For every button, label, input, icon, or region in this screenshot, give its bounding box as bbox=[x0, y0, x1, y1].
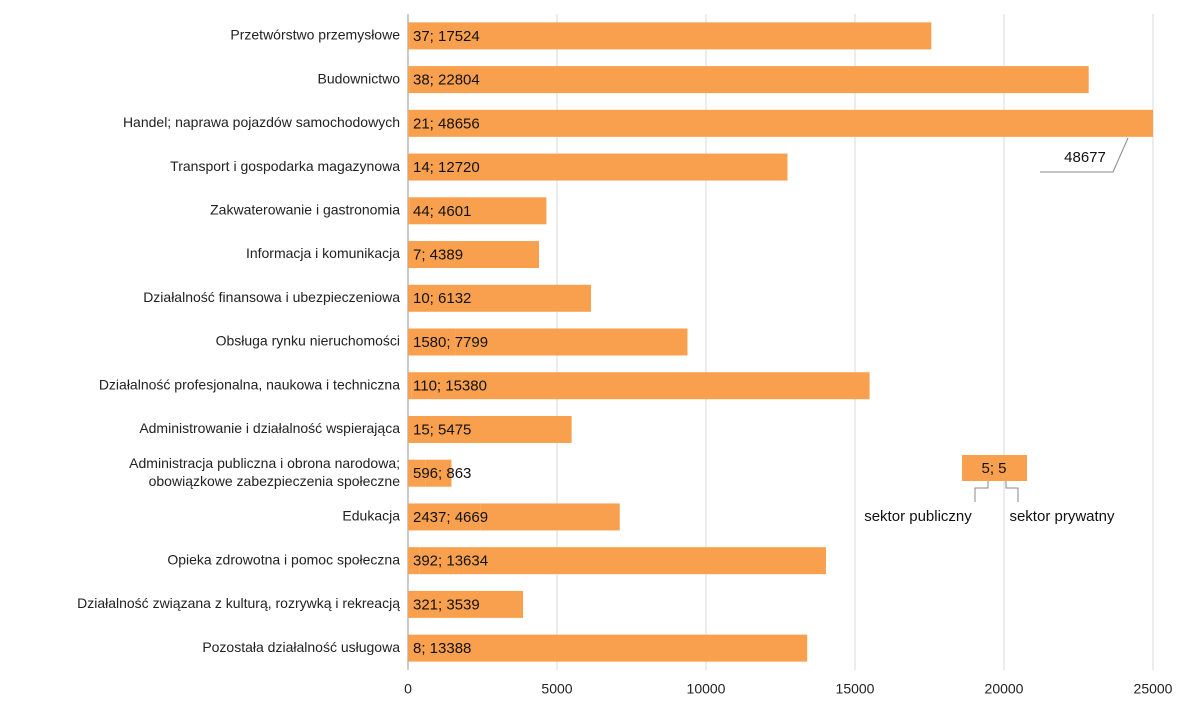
bar-segment bbox=[408, 415, 572, 443]
bar-segment bbox=[408, 503, 481, 531]
data-label: 38; 22804 bbox=[413, 72, 480, 89]
y-tick-label: Pozostała działalność usługowa bbox=[202, 639, 400, 655]
bar-segment bbox=[425, 459, 452, 487]
y-tick-label: Administracja publiczna i obrona narodow… bbox=[129, 455, 400, 489]
legend-label: sektor publiczny bbox=[864, 508, 972, 525]
bar-segment bbox=[417, 590, 524, 618]
bar-segment bbox=[408, 634, 808, 662]
data-label: 2437; 4669 bbox=[413, 509, 488, 526]
legend-bracket bbox=[974, 481, 989, 502]
y-tick-label: Administrowanie i działalność wspierając… bbox=[139, 420, 400, 436]
y-tick-label: Budownictwo bbox=[318, 70, 401, 86]
legend-sample-label: 5; 5 bbox=[981, 460, 1006, 477]
bar-segment bbox=[408, 328, 456, 356]
data-label: 596; 863 bbox=[413, 465, 471, 482]
y-tick-label: Informacja i komunikacja bbox=[246, 245, 400, 261]
y-tick-label: Obsługa rynku nieruchomości bbox=[216, 333, 400, 349]
y-tick-label: Działalność finansowa i ubezpieczeniowa bbox=[143, 289, 400, 305]
bar-segment bbox=[408, 109, 1153, 137]
bar-segment bbox=[480, 503, 620, 531]
bar-segment bbox=[408, 153, 788, 181]
data-label: 7; 4389 bbox=[413, 247, 463, 264]
legend-label: sektor prywatny bbox=[1009, 508, 1115, 525]
y-tick-label: Działalność związana z kulturą, rozrywką… bbox=[77, 595, 400, 611]
bar-segment bbox=[409, 197, 547, 225]
bar-segment bbox=[411, 372, 870, 400]
data-label: 1580; 7799 bbox=[413, 334, 488, 351]
data-label: 110; 15380 bbox=[413, 378, 487, 395]
legend-swatch bbox=[962, 455, 995, 481]
data-label: 21; 48656 bbox=[413, 115, 480, 132]
x-tick-label: 5000 bbox=[541, 681, 572, 697]
bar-segment bbox=[455, 328, 688, 356]
bar-segment bbox=[419, 547, 826, 575]
x-tick-label: 15000 bbox=[836, 681, 875, 697]
y-tick-label: Handel; naprawa pojazdów samochodowych bbox=[123, 114, 400, 130]
data-label: 321; 3539 bbox=[413, 596, 480, 613]
y-tick-label: Działalność profesjonalna, naukowa i tec… bbox=[99, 376, 400, 392]
x-tick-label: 10000 bbox=[687, 681, 726, 697]
y-tick-label: Opieka zdrowotna i pomoc społeczna bbox=[167, 551, 400, 567]
bar-segment bbox=[408, 197, 410, 225]
bar-segment bbox=[408, 22, 410, 50]
x-tick-label: 25000 bbox=[1134, 681, 1173, 697]
data-label: 37; 17524 bbox=[413, 28, 480, 45]
y-tick-label: Edukacja bbox=[342, 508, 400, 524]
x-tick-label: 0 bbox=[404, 681, 412, 697]
y-tick-label: Transport i gospodarka magazynowa bbox=[170, 158, 400, 174]
data-label: 14; 12720 bbox=[413, 159, 480, 176]
bar-segment bbox=[408, 66, 410, 94]
bar-segment bbox=[408, 459, 426, 487]
x-tick-label: 20000 bbox=[985, 681, 1024, 697]
bar-segment bbox=[408, 284, 592, 312]
data-label: 15; 5475 bbox=[413, 421, 471, 438]
annotation: 48677 bbox=[1064, 149, 1106, 166]
y-tick-label: Zakwaterowanie i gastronomia bbox=[210, 202, 400, 218]
bar-segment bbox=[408, 372, 412, 400]
y-tick-label: Przetwórstwo przemysłowe bbox=[230, 27, 400, 43]
bar-segment bbox=[409, 66, 1089, 94]
data-label: 44; 4601 bbox=[413, 203, 471, 220]
data-label: 10; 6132 bbox=[413, 290, 471, 307]
legend-bracket bbox=[1005, 481, 1019, 502]
bar-segment bbox=[408, 547, 420, 575]
bar-segment bbox=[408, 241, 540, 269]
data-label: 8; 13388 bbox=[413, 640, 471, 657]
bar-segment bbox=[408, 109, 409, 137]
legend-swatch bbox=[995, 455, 1027, 481]
bar-segment bbox=[409, 22, 932, 50]
annotation-leader bbox=[1040, 137, 1129, 173]
bar-segment bbox=[408, 590, 418, 618]
data-label: 392; 13634 bbox=[413, 553, 488, 570]
